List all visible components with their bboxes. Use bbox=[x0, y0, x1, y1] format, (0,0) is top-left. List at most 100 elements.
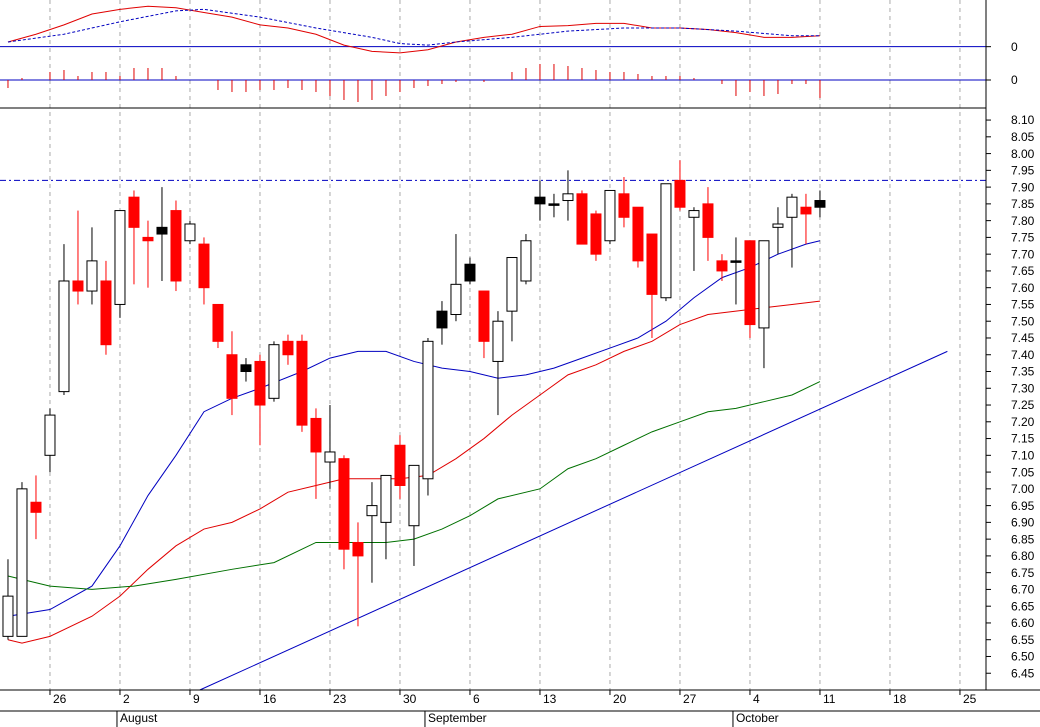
y-tick-label: 7.90 bbox=[1011, 180, 1035, 194]
candle-body bbox=[296, 340, 308, 426]
candle-body bbox=[450, 283, 462, 316]
trendline bbox=[199, 350, 948, 691]
candle-body bbox=[604, 189, 616, 242]
moving-average bbox=[7, 381, 821, 590]
y-tick-label: 7.30 bbox=[1011, 381, 1035, 395]
x-tick-label: 11 bbox=[823, 692, 836, 706]
candle-body bbox=[170, 210, 182, 282]
candle-body bbox=[30, 501, 42, 513]
candle-body bbox=[772, 223, 784, 228]
x-tick-label: 9 bbox=[193, 692, 200, 706]
candle-body bbox=[86, 260, 98, 292]
candle-body bbox=[142, 236, 154, 242]
y-tick-label: 6.45 bbox=[1011, 666, 1035, 680]
y-tick-label: 6.70 bbox=[1011, 583, 1035, 597]
x-tick-label: 23 bbox=[333, 692, 347, 706]
candle-body bbox=[310, 417, 322, 453]
y-tick-label: 6.65 bbox=[1011, 599, 1035, 613]
y-tick-label: 7.55 bbox=[1011, 298, 1035, 312]
candle-body bbox=[226, 354, 238, 399]
candle-body bbox=[2, 595, 14, 637]
y-tick-label: 7.25 bbox=[1011, 398, 1035, 412]
candle-body bbox=[324, 451, 336, 463]
y-tick-label: 7.65 bbox=[1011, 264, 1035, 278]
candle-body bbox=[156, 226, 168, 235]
y-tick-label: 0 bbox=[1011, 40, 1018, 54]
y-tick-label: 7.10 bbox=[1011, 448, 1035, 462]
candle-body bbox=[422, 340, 434, 480]
x-tick-label: 20 bbox=[613, 692, 627, 706]
y-tick-label: 6.90 bbox=[1011, 516, 1035, 530]
candle-body bbox=[674, 179, 686, 208]
x-tick-label: 6 bbox=[473, 692, 480, 706]
candle-body bbox=[254, 360, 266, 406]
candle-body bbox=[184, 223, 196, 242]
candle-body bbox=[100, 280, 112, 346]
candle-body bbox=[212, 303, 224, 342]
candle-body bbox=[520, 240, 532, 282]
y-tick-label: 7.85 bbox=[1011, 197, 1035, 211]
y-tick-label: 7.70 bbox=[1011, 247, 1035, 261]
candle-body bbox=[198, 243, 210, 289]
y-tick-label: 7.60 bbox=[1011, 281, 1035, 295]
x-axis-band bbox=[0, 690, 1040, 727]
candle-body bbox=[128, 196, 140, 228]
candle-body bbox=[268, 344, 280, 399]
candle-body bbox=[366, 505, 378, 517]
candle-body bbox=[646, 233, 658, 295]
candle-body bbox=[338, 458, 350, 550]
candle-body bbox=[282, 340, 294, 356]
x-tick-label: 2 bbox=[123, 692, 130, 706]
y-tick-label: 8.05 bbox=[1011, 130, 1035, 144]
candle-body bbox=[16, 488, 28, 637]
candle-body bbox=[632, 206, 644, 262]
y-tick-label: 7.95 bbox=[1011, 164, 1035, 178]
x-tick-label: 27 bbox=[683, 692, 697, 706]
candle-body bbox=[380, 474, 392, 523]
candle-body bbox=[576, 193, 588, 245]
y-tick-label: 7.20 bbox=[1011, 415, 1035, 429]
candle-body bbox=[758, 240, 770, 329]
candle-body bbox=[618, 193, 630, 218]
month-label: September bbox=[428, 711, 487, 725]
y-tick-label: 0 bbox=[1011, 73, 1018, 87]
candle-body bbox=[786, 196, 798, 218]
candle-body bbox=[800, 206, 812, 215]
x-tick-label: 4 bbox=[753, 692, 760, 706]
candle-body bbox=[590, 213, 602, 255]
candle-body bbox=[688, 210, 700, 218]
candle-body bbox=[240, 364, 252, 373]
candle-body bbox=[352, 541, 364, 557]
month-label: October bbox=[736, 711, 779, 725]
candle-body bbox=[548, 203, 560, 206]
y-tick-label: 6.80 bbox=[1011, 549, 1035, 563]
x-tick-label: 18 bbox=[893, 692, 907, 706]
y-tick-label: 6.50 bbox=[1011, 650, 1035, 664]
x-tick-label: 30 bbox=[403, 692, 417, 706]
candle-body bbox=[562, 193, 574, 202]
y-tick-label: 7.00 bbox=[1011, 482, 1035, 496]
candle-body bbox=[394, 444, 406, 486]
y-tick-label: 8.10 bbox=[1011, 113, 1035, 127]
candle-body bbox=[492, 320, 504, 362]
candle-body bbox=[72, 280, 84, 292]
y-tick-label: 6.85 bbox=[1011, 532, 1035, 546]
y-tick-label: 7.35 bbox=[1011, 365, 1035, 379]
y-tick-label: 6.55 bbox=[1011, 633, 1035, 647]
candle-body bbox=[44, 414, 56, 456]
y-tick-label: 7.80 bbox=[1011, 214, 1035, 228]
y-tick-label: 6.95 bbox=[1011, 499, 1035, 513]
x-tick-label: 25 bbox=[963, 692, 977, 706]
candle-body bbox=[114, 210, 126, 305]
candle-body bbox=[506, 257, 518, 312]
candle-body bbox=[814, 200, 826, 208]
x-tick-label: 16 bbox=[263, 692, 277, 706]
candle-body bbox=[716, 260, 728, 272]
y-tick-label: 7.05 bbox=[1011, 465, 1035, 479]
y-tick-label: 7.15 bbox=[1011, 432, 1035, 446]
candle-body bbox=[436, 310, 448, 329]
candle-body bbox=[478, 290, 490, 342]
candle-body bbox=[744, 240, 756, 326]
